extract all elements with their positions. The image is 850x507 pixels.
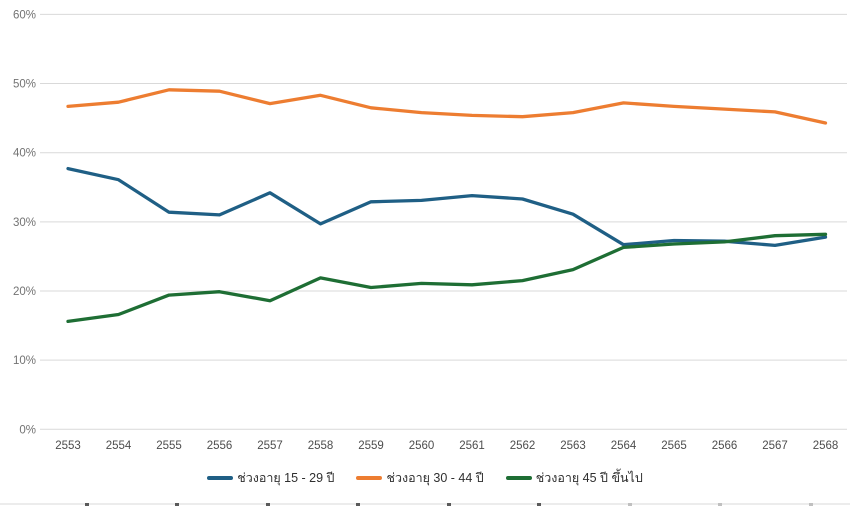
y-axis-tick-label: 0% [19,424,36,436]
cropped-table-top-edge [0,503,850,507]
x-axis-tick-label: 2564 [611,440,637,452]
legend-line-swatch-green [505,476,532,480]
x-axis-tick-label: 2562 [510,440,536,452]
cropped-edge-mark [266,503,270,506]
legend-label: ช่วงอายุ 45 ปี ขึ้นไป [535,471,643,485]
x-axis-tick-label: 2560 [409,440,435,452]
cropped-edge-mark [175,503,179,506]
legend-line-swatch-orange [356,476,383,480]
cropped-edge-mark [356,503,360,506]
x-axis-tick-label: 2554 [106,440,132,452]
y-axis-tick-label: 10% [13,355,36,367]
x-axis-tick-label: 2558 [308,440,334,452]
x-axis-tick-label: 2563 [560,440,586,452]
legend-item-age-45-up: ช่วงอายุ 45 ปี ขึ้นไป [505,468,643,488]
x-axis-tick-label: 2567 [762,440,788,452]
cropped-edge-mark [809,503,813,506]
series-line [66,232,828,324]
legend-label: ช่วงอายุ 30 - 44 ปี [386,471,484,485]
y-axis-tick-label: 50% [13,79,36,91]
series-line [66,88,828,125]
x-axis-tick-label: 2566 [712,440,738,452]
y-axis-tick-label: 40% [13,148,36,160]
cropped-edge-mark [447,503,451,506]
series-line [66,166,828,248]
cropped-edge-mark [537,503,541,506]
y-axis-tick-label: 30% [13,217,36,229]
chart-legend: ช่วงอายุ 15 - 29 ปี ช่วงอายุ 30 - 44 ปี … [0,468,850,488]
x-axis-tick-label: 2556 [207,440,233,452]
y-axis-tick-label: 20% [13,286,36,298]
y-axis-tick-label: 60% [13,9,36,21]
cropped-edge-mark [718,503,722,506]
x-axis-tick-label: 2555 [156,440,182,452]
legend-item-age-15-29: ช่วงอายุ 15 - 29 ปี [207,468,334,488]
x-axis-tick-label: 2568 [813,440,839,452]
x-axis-tick-label: 2565 [661,440,687,452]
legend-line-swatch-blue [207,476,234,480]
x-axis-tick-label: 2561 [459,440,485,452]
x-axis-tick-label: 2559 [358,440,384,452]
legend-label: ช่วงอายุ 15 - 29 ปี [237,471,335,485]
cropped-edge-mark [628,503,632,506]
x-axis-tick-label: 2553 [55,440,81,452]
x-axis-tick-label: 2557 [257,440,283,452]
cropped-edge-mark [85,503,89,506]
legend-item-age-30-44: ช่วงอายุ 30 - 44 ปี [356,468,484,488]
